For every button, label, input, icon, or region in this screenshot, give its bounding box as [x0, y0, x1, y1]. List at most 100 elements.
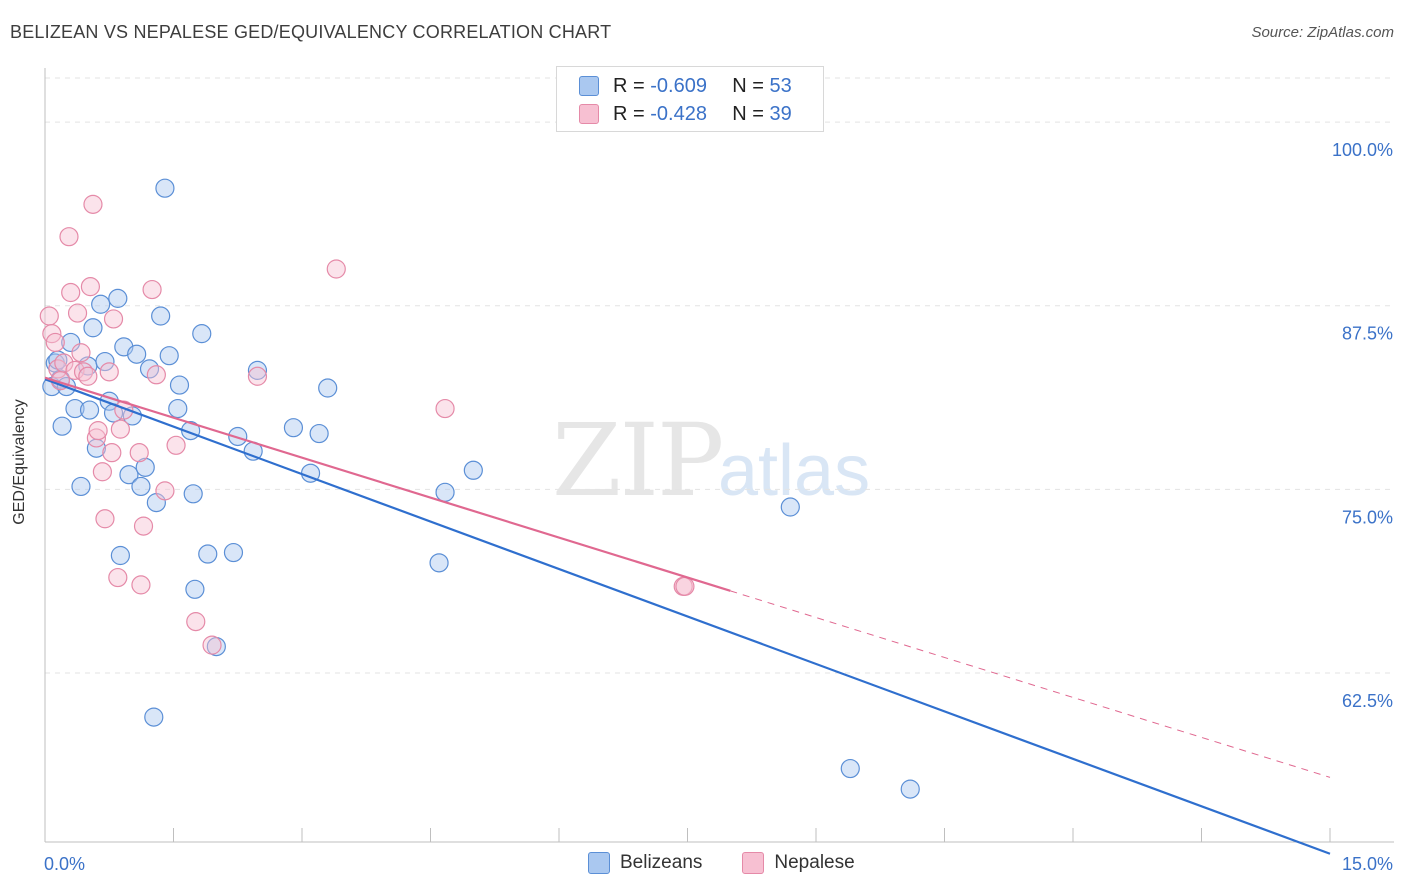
- belizean-n-value: 53: [769, 74, 792, 97]
- nepalese-point: [155, 481, 175, 501]
- x-tick-label: 0.0%: [44, 854, 85, 874]
- y-tick-label: 75.0%: [1342, 507, 1393, 527]
- nepalese-point: [435, 398, 455, 419]
- belizean-swatch: [579, 76, 599, 96]
- nepalese-point: [92, 462, 112, 482]
- belizean-trendline: [44, 378, 1331, 855]
- belizean-point: [228, 426, 248, 447]
- belizean-point: [71, 476, 91, 497]
- belizean-r-value: -0.609: [650, 74, 707, 97]
- chart-title: BELIZEAN VS NEPALESE GED/EQUIVALENCY COR…: [10, 22, 612, 42]
- nepalese-point: [108, 567, 128, 588]
- source-note: Source: ZipAtlas.com: [1251, 24, 1394, 41]
- belizean-point: [223, 542, 244, 563]
- n-label: N =: [732, 102, 764, 125]
- nepalese-point: [80, 277, 101, 297]
- belizean-point: [192, 324, 212, 344]
- nepalese-point: [67, 303, 88, 323]
- legend-nepalese-label: Nepalese: [774, 852, 855, 873]
- nepalese-point: [186, 612, 206, 632]
- x-tick-label: 15.0%: [1342, 854, 1393, 874]
- belizean-point: [168, 398, 188, 419]
- belizean-point: [198, 544, 218, 564]
- belizean-point: [429, 553, 449, 573]
- nepalese-point: [202, 635, 222, 655]
- nepalese-r-value: -0.428: [650, 102, 707, 125]
- nepalese-point: [99, 362, 119, 382]
- belizean-point: [127, 344, 147, 364]
- legend-row-nepalese: R = -0.428 N = 39: [579, 101, 792, 127]
- belizean-point: [91, 294, 111, 314]
- nepalese-point: [103, 309, 124, 329]
- nepalese-point: [86, 428, 107, 448]
- nepalese-point: [45, 332, 65, 353]
- nepalese-point: [88, 421, 108, 441]
- watermark-atlas: atlas: [718, 431, 871, 511]
- belizean-point: [780, 497, 800, 517]
- nepalese-point: [83, 194, 103, 214]
- nepalese-point: [78, 366, 98, 386]
- belizean-point: [435, 482, 455, 502]
- belizean-point: [83, 318, 103, 338]
- belizean-point: [318, 378, 338, 398]
- legend-item-nepalese: Nepalese: [742, 852, 855, 874]
- belizean-point: [131, 476, 151, 497]
- y-tick-label: 87.5%: [1342, 324, 1393, 344]
- nepalese-point: [39, 306, 59, 326]
- belizean-point: [155, 178, 175, 198]
- legend-row-belizean: R = -0.609 N = 53: [579, 73, 792, 99]
- belizean-point: [95, 351, 115, 372]
- nepalese-point: [142, 279, 162, 300]
- belizean-point: [169, 375, 190, 395]
- belizean-point: [463, 460, 483, 480]
- belizean-point: [79, 400, 100, 420]
- nepalese-point: [133, 516, 154, 536]
- series-legend: Belizeans Nepalese: [588, 852, 895, 874]
- r-label: R =: [613, 74, 645, 97]
- y-tick-label: 62.5%: [1342, 691, 1393, 711]
- correlation-legend: R = -0.609 N = 53 R = -0.428 N = 39: [556, 66, 824, 132]
- belizean-point: [900, 779, 920, 799]
- belizean-point: [144, 707, 164, 727]
- nepalese-point: [146, 365, 166, 385]
- nepalese-swatch: [579, 104, 599, 124]
- nepalese-point: [54, 353, 74, 373]
- belizean-point: [65, 398, 85, 419]
- belizean-point: [159, 346, 179, 366]
- nepalese-point: [129, 443, 149, 463]
- belizeans-swatch: [588, 852, 610, 874]
- y-tick-label: 100.0%: [1332, 140, 1393, 160]
- nepalese-trendline: [44, 376, 731, 592]
- belizean-point: [110, 545, 130, 566]
- belizean-point: [119, 465, 139, 485]
- r-label: R =: [613, 102, 645, 125]
- nepalese-point: [48, 359, 68, 379]
- nepalese-trendline-extension: [730, 590, 1331, 778]
- belizean-point: [52, 416, 72, 436]
- legend-item-belizeans: Belizeans: [588, 852, 702, 874]
- belizean-point: [283, 418, 304, 438]
- watermark-zip: ZIP: [552, 402, 724, 519]
- belizean-point: [61, 332, 81, 353]
- nepalese-point: [59, 227, 79, 247]
- belizean-point: [309, 423, 329, 444]
- nepalese-point: [71, 343, 91, 363]
- belizean-point: [183, 484, 203, 504]
- belizean-point: [185, 579, 205, 599]
- nepalese-point: [131, 575, 151, 595]
- belizean-point: [247, 360, 268, 380]
- belizean-point: [135, 457, 155, 477]
- nepalese-point: [102, 443, 122, 463]
- nepalese-point: [166, 435, 186, 455]
- nepalese-point: [95, 509, 115, 529]
- belizean-point: [151, 306, 171, 326]
- n-label: N =: [732, 74, 764, 97]
- belizean-point: [840, 758, 860, 779]
- nepalese-point: [675, 576, 695, 596]
- legend-belizeans-label: Belizeans: [620, 852, 703, 873]
- nepalese-swatch: [742, 852, 765, 874]
- nepalese-point: [247, 366, 268, 386]
- nepalese-point: [326, 259, 346, 279]
- belizean-point: [108, 288, 128, 308]
